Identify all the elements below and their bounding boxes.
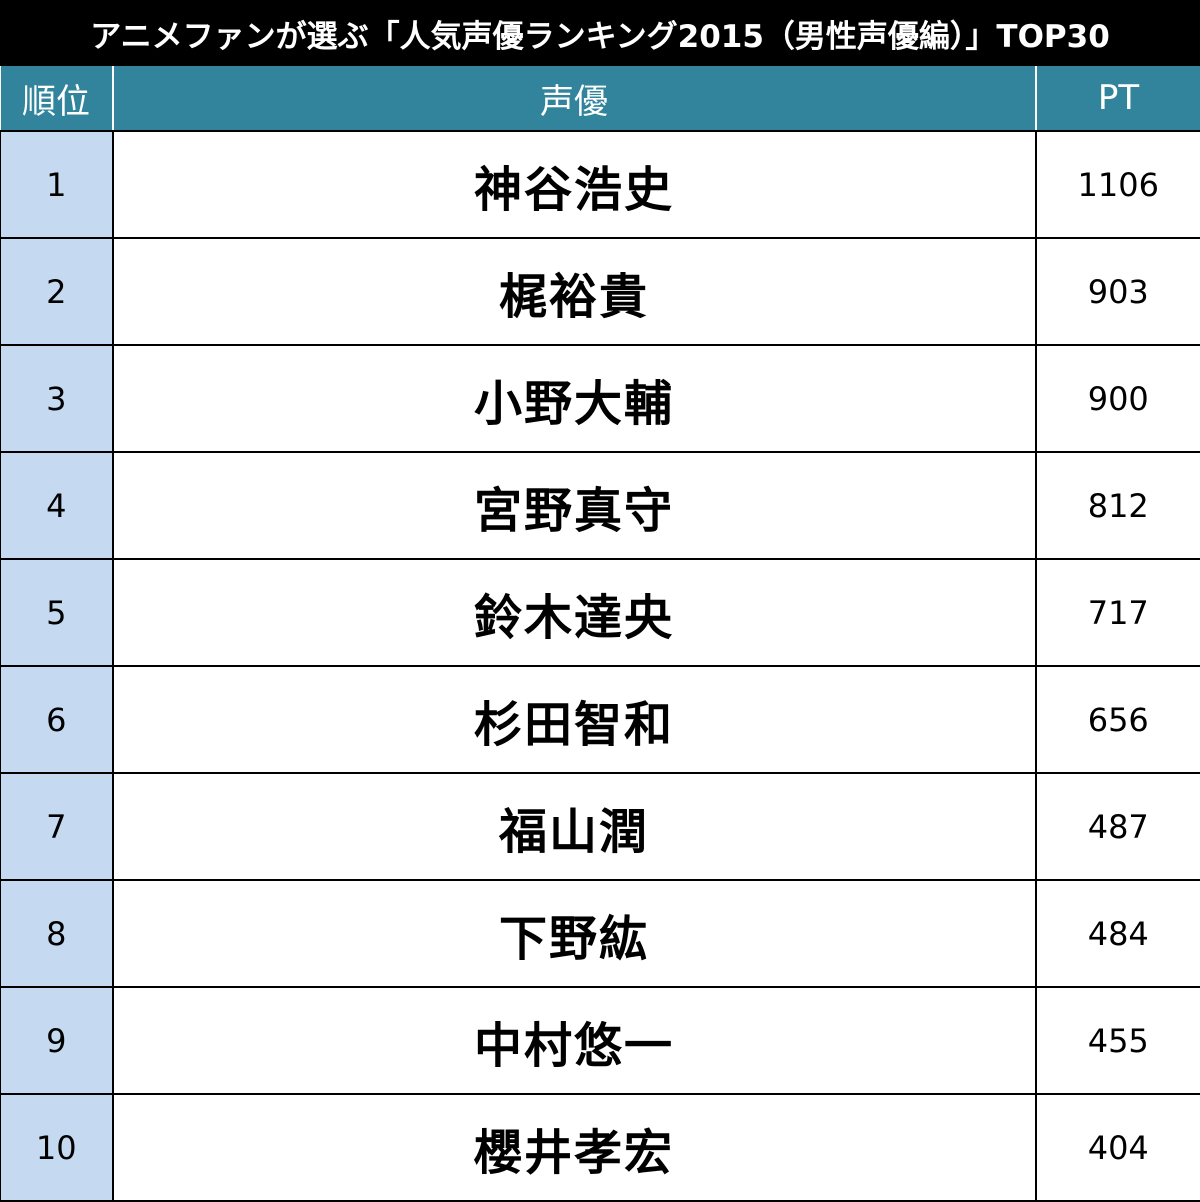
table-row: 3 小野大輔 900 [1, 345, 1200, 452]
pt-cell: 455 [1036, 987, 1200, 1094]
table-row: 9 中村悠一 455 [1, 987, 1200, 1094]
table-row: 1 神谷浩史 1106 [1, 131, 1200, 238]
name-cell: 櫻井孝宏 [113, 1094, 1036, 1201]
pt-cell: 717 [1036, 559, 1200, 666]
rank-cell: 8 [1, 880, 113, 987]
name-cell: 小野大輔 [113, 345, 1036, 452]
pt-cell: 900 [1036, 345, 1200, 452]
table-row: 10 櫻井孝宏 404 [1, 1094, 1200, 1201]
name-cell: 神谷浩史 [113, 131, 1036, 238]
rank-cell: 6 [1, 666, 113, 773]
table-row: 4 宮野真守 812 [1, 452, 1200, 559]
pt-cell: 903 [1036, 238, 1200, 345]
header-rank: 順位 [1, 66, 113, 131]
table-row: 6 杉田智和 656 [1, 666, 1200, 773]
pt-cell: 1106 [1036, 131, 1200, 238]
page-title: アニメファンが選ぶ「人気声優ランキング2015（男性声優編）」TOP30 [0, 0, 1200, 66]
table-row: 2 梶裕貴 903 [1, 238, 1200, 345]
rank-cell: 3 [1, 345, 113, 452]
rank-cell: 4 [1, 452, 113, 559]
table-row: 5 鈴木達央 717 [1, 559, 1200, 666]
name-cell: 中村悠一 [113, 987, 1036, 1094]
rank-cell: 1 [1, 131, 113, 238]
header-pt: PT [1036, 66, 1200, 131]
name-cell: 宮野真守 [113, 452, 1036, 559]
pt-cell: 487 [1036, 773, 1200, 880]
rank-cell: 2 [1, 238, 113, 345]
table-row: 7 福山潤 487 [1, 773, 1200, 880]
name-cell: 下野紘 [113, 880, 1036, 987]
rank-cell: 9 [1, 987, 113, 1094]
pt-cell: 656 [1036, 666, 1200, 773]
pt-cell: 404 [1036, 1094, 1200, 1201]
table-row: 8 下野紘 484 [1, 880, 1200, 987]
header-name: 声優 [113, 66, 1036, 131]
name-cell: 鈴木達央 [113, 559, 1036, 666]
name-cell: 杉田智和 [113, 666, 1036, 773]
rank-cell: 7 [1, 773, 113, 880]
ranking-table: 順位 声優 PT 1 神谷浩史 1106 2 梶裕貴 903 3 小野大輔 90… [0, 66, 1200, 1202]
name-cell: 福山潤 [113, 773, 1036, 880]
pt-cell: 812 [1036, 452, 1200, 559]
rank-cell: 5 [1, 559, 113, 666]
rank-cell: 10 [1, 1094, 113, 1201]
table-header-row: 順位 声優 PT [1, 66, 1200, 131]
pt-cell: 484 [1036, 880, 1200, 987]
name-cell: 梶裕貴 [113, 238, 1036, 345]
